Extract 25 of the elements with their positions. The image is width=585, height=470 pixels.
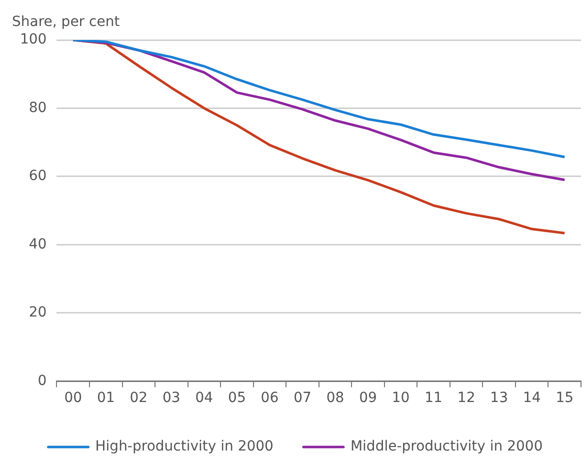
y-tick-label: 60 xyxy=(28,168,47,184)
y-tick-label: 80 xyxy=(28,100,47,116)
x-tick-label: 01 xyxy=(96,390,115,406)
x-tick-label: 05 xyxy=(228,390,246,406)
legend-label: High-productivity in 2000 xyxy=(95,438,274,455)
x-tick-label: 04 xyxy=(195,390,214,406)
x-tick-label: 03 xyxy=(162,390,180,406)
x-tick-label: 09 xyxy=(359,390,377,406)
x-tick-label: 07 xyxy=(294,390,312,406)
x-tick-label: 13 xyxy=(490,390,508,406)
x-tick-label: 11 xyxy=(424,390,442,406)
x-tick-label: 08 xyxy=(326,390,344,406)
y-tick-label: 0 xyxy=(38,372,47,389)
y-axis-title: Share, per cent xyxy=(12,14,120,30)
x-tick-label: 10 xyxy=(392,390,410,406)
y-tick-label: 20 xyxy=(28,304,47,321)
x-tick-label: 02 xyxy=(130,390,148,406)
x-tick-label: 06 xyxy=(260,390,279,406)
x-tick-label: 12 xyxy=(457,390,476,406)
x-tick-label: 14 xyxy=(522,390,541,406)
y-tick-label: 100 xyxy=(20,32,47,48)
x-tick-label: 15 xyxy=(556,390,574,406)
x-tick-label: 00 xyxy=(64,390,82,406)
y-tick-label: 40 xyxy=(28,236,47,252)
legend-label: Middle-productivity in 2000 xyxy=(350,438,543,455)
